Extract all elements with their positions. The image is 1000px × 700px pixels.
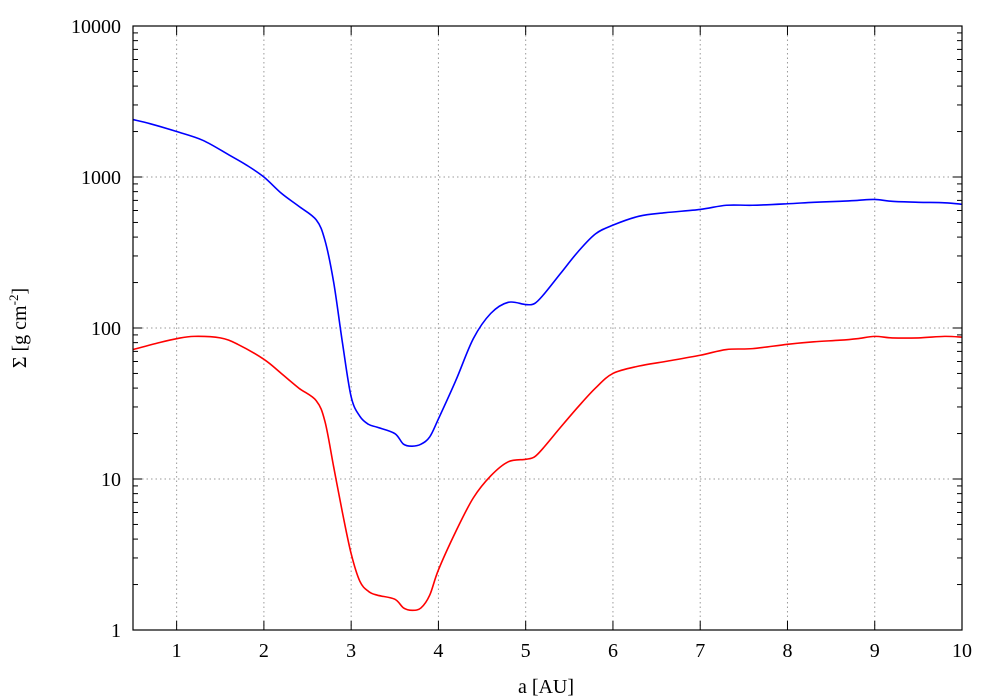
y-axis-title-exponent: -2 <box>6 295 21 306</box>
series-line-2 <box>132 335 963 612</box>
x-tick-label: 7 <box>695 640 705 662</box>
x-tick-label: 6 <box>608 640 618 662</box>
y-axis-title-close: ] <box>9 288 31 295</box>
x-tick-label: 4 <box>433 640 443 662</box>
y-axis-title-main: Σ [g cm <box>9 305 31 368</box>
series-layer <box>132 118 963 612</box>
x-tick-label: 1 <box>172 640 182 662</box>
grid-lines <box>133 26 962 630</box>
x-tick-labels: 1 2 3 4 5 6 7 8 9 10 <box>172 640 972 662</box>
x-tick-label: 2 <box>259 640 269 662</box>
x-tick-label: 8 <box>782 640 792 662</box>
x-tick-label: 3 <box>346 640 356 662</box>
y-tick-labels: 1 10 100 1000 10000 <box>71 16 121 642</box>
y-tick-label: 1 <box>111 620 121 642</box>
series-line-1 <box>132 118 963 447</box>
y-tick-label: 10000 <box>71 16 121 38</box>
axis-ticks <box>133 25 963 631</box>
y-tick-label: 1000 <box>81 167 121 189</box>
y-axis-title: Σ [g cm-2] <box>6 288 31 368</box>
x-tick-label: 10 <box>952 640 972 662</box>
x-axis-title: a [AU] <box>518 676 574 698</box>
x-tick-label: 5 <box>521 640 531 662</box>
x-tick-label: 9 <box>870 640 880 662</box>
y-tick-label: 100 <box>91 318 121 340</box>
y-tick-label: 10 <box>101 469 121 491</box>
